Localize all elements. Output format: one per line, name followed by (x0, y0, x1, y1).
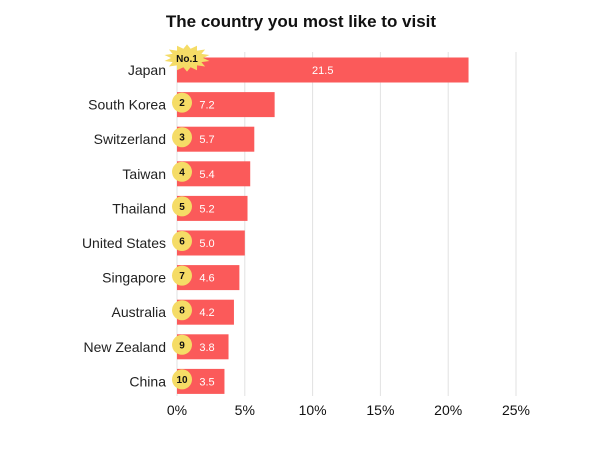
category-label: Thailand (112, 200, 166, 216)
rank-badge (172, 369, 192, 390)
rank-label: 7 (179, 271, 185, 282)
rank-badge (172, 231, 192, 251)
rank-label: 8 (179, 306, 185, 317)
data-label: 5.2 (199, 203, 214, 215)
category-label: Switzerland (94, 131, 166, 147)
x-tick-label: 10% (299, 402, 327, 418)
rank-label: 3 (179, 133, 185, 144)
rank-badge (172, 127, 192, 148)
data-label: 5.0 (199, 238, 214, 250)
rank-badge (172, 196, 192, 217)
category-label: Australia (112, 304, 167, 320)
rank-label: 5 (179, 202, 185, 213)
category-label: China (129, 373, 166, 389)
rank-badge (172, 300, 192, 321)
bar (177, 92, 275, 118)
rank-label: 9 (179, 340, 185, 351)
rank-badge (164, 44, 210, 72)
data-label: 5.7 (199, 134, 214, 146)
x-tick-label: 15% (366, 402, 394, 418)
data-label: 4.6 (199, 273, 214, 285)
rank-label: 10 (176, 375, 188, 386)
rank-badge (172, 92, 192, 113)
data-label: 21.5 (312, 65, 333, 77)
rank-badge (172, 161, 192, 182)
category-label: United States (82, 235, 166, 251)
x-tick-label: 5% (235, 402, 255, 418)
data-label: 3.8 (199, 342, 214, 354)
data-label: 4.2 (199, 307, 214, 319)
rank-badge (172, 265, 192, 286)
data-label: 7.2 (199, 100, 214, 112)
data-label: 5.4 (199, 169, 214, 181)
chart-title: The country you most like to visit (165, 12, 437, 31)
x-tick-label: 25% (502, 402, 530, 418)
x-tick-label: 0% (167, 402, 187, 418)
rank-badge (172, 334, 192, 355)
x-tick-label: 20% (434, 402, 462, 418)
category-label: South Korea (88, 97, 166, 113)
category-label: New Zealand (84, 339, 167, 355)
rank-label: 6 (179, 237, 185, 248)
rank-label: No.1 (176, 54, 198, 65)
bar (177, 57, 469, 83)
category-label: Taiwan (122, 166, 166, 182)
data-label: 3.5 (199, 376, 214, 388)
rank-label: 2 (179, 98, 185, 109)
rank-label: 4 (179, 167, 185, 178)
category-label: Japan (128, 62, 166, 78)
category-label: Singapore (102, 270, 166, 286)
